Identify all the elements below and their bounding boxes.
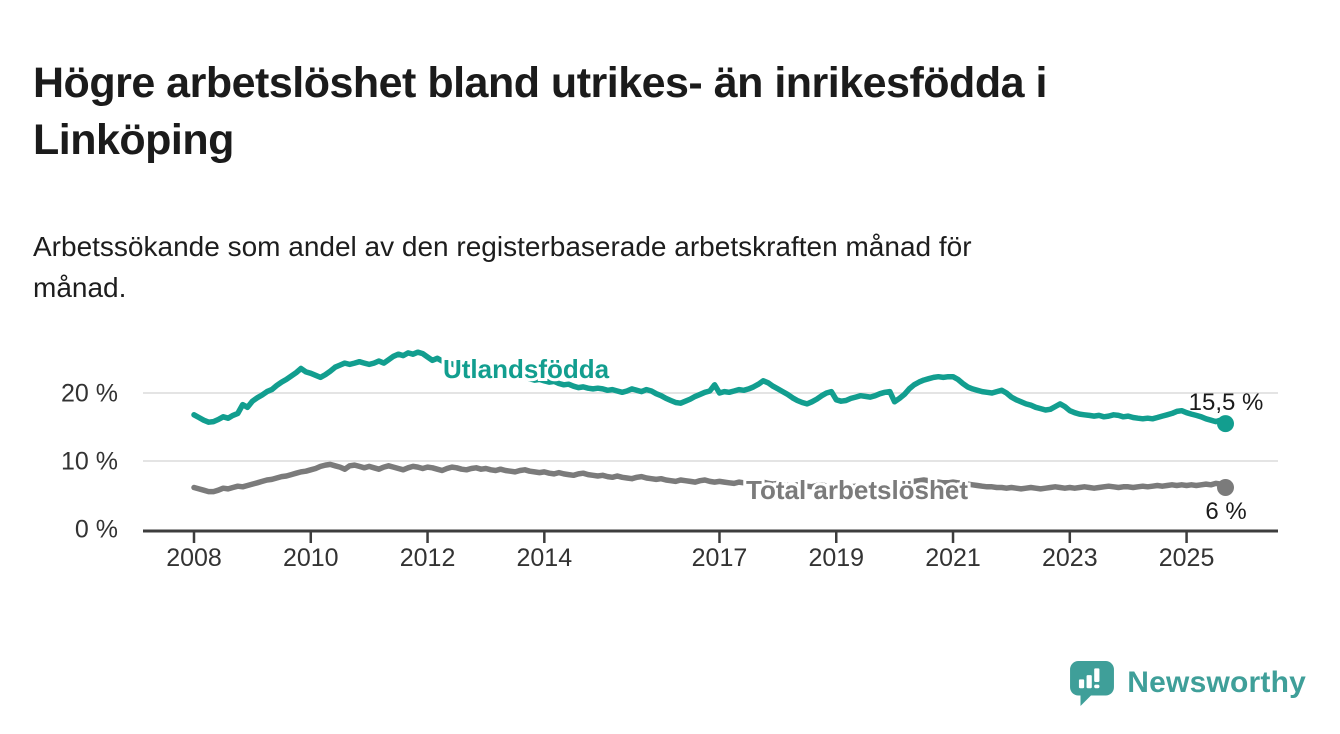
x-tick-label: 2012 <box>400 544 456 572</box>
series-line-total-arbetsloshet <box>191 461 1229 495</box>
speech-bubble-shape <box>1070 661 1115 706</box>
x-tick-label: 2008 <box>166 544 222 572</box>
x-tick-label: 2017 <box>692 544 748 572</box>
end-value-label: 6 % <box>1205 498 1246 525</box>
newsworthy-wordmark: Newsworthy <box>1127 666 1306 699</box>
series-label: Total arbetslöshet <box>746 475 968 505</box>
x-tick-label: 2010 <box>283 544 339 572</box>
chart-subtitle-line-1: Arbetssökande som andel av den registerb… <box>33 231 972 262</box>
page-title-line-1: Högre arbetslöshet bland utrikes- än inr… <box>33 58 1047 107</box>
chart-subtitle-line-2: månad. <box>33 272 127 303</box>
y-tick-label: 10 % <box>61 448 118 476</box>
x-tick-label: 2019 <box>808 544 864 572</box>
x-tick-label: 2025 <box>1159 544 1215 572</box>
y-tick-label: 0 % <box>75 516 118 544</box>
x-tick-label: 2014 <box>517 544 573 572</box>
end-dot <box>1217 415 1234 433</box>
chart-subtitle: Arbetssökande som andel av den registerb… <box>33 226 1253 308</box>
bar-chart-glyph <box>1079 668 1100 689</box>
newsworthy-brand: Newsworthy <box>1069 660 1306 706</box>
newsworthy-logo-icon <box>1070 661 1115 706</box>
end-value-label: 15,5 % <box>1189 389 1264 416</box>
page-title-line-2: Linköping <box>33 115 234 164</box>
y-tick-label: 20 % <box>61 380 118 408</box>
x-tick-label: 2023 <box>1042 544 1098 572</box>
series-line-utlandsfodda <box>191 349 1229 427</box>
end-dot <box>1217 479 1234 497</box>
x-tick-label: 2021 <box>925 544 981 572</box>
page-title: Högre arbetslöshet bland utrikes- än inr… <box>33 55 1283 169</box>
series-label: Utlandsfödda <box>443 354 610 384</box>
